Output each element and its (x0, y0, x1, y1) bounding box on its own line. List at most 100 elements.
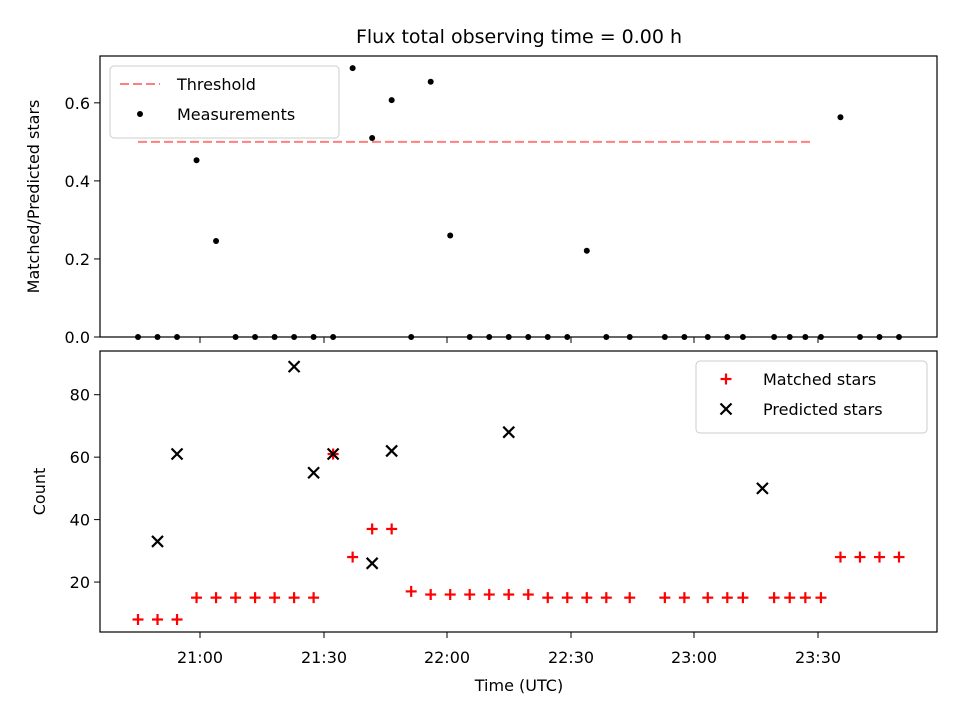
chart-title: Flux total observing time = 0.00 h (356, 26, 682, 48)
top-dot-point (486, 334, 493, 340)
top-dot-point (681, 334, 688, 340)
bottom-plus-point (230, 592, 242, 604)
legend-label: Matched stars (763, 370, 876, 389)
bottom-plus-point (347, 551, 359, 563)
bottom-plus-point (542, 592, 554, 604)
x-tick-label: 22:00 (424, 648, 470, 667)
bottom-x-point (287, 360, 301, 373)
x-tick-label: 23:30 (795, 648, 841, 667)
bottom-x-point (502, 425, 516, 439)
bottom-plus-point (721, 592, 733, 604)
bottom-plus-point (624, 592, 636, 604)
top-dot-point (466, 334, 473, 340)
top-y-tick-label: 0.2 (65, 250, 90, 269)
top-dot-point (447, 232, 454, 239)
top-dot-point (427, 78, 434, 85)
bottom-x-point (326, 447, 340, 461)
top-dot-point (724, 334, 731, 340)
bottom-plus-point (308, 592, 320, 604)
legend-x-handle-b (719, 402, 733, 416)
bottom-y-tick-label: 20 (70, 573, 90, 592)
top-dot-point (856, 334, 863, 340)
bottom-plus-point (269, 592, 281, 604)
bottom-x-point (151, 535, 164, 548)
bottom-plus-point (834, 551, 846, 563)
top-dot-point (349, 65, 356, 72)
bottom-y-axis-label: Count (30, 468, 49, 516)
top-dot-point (252, 334, 259, 340)
bottom-x-point-b (170, 447, 184, 461)
bottom-x-point-b (326, 447, 340, 461)
top-dot-point (661, 334, 668, 340)
bottom-plus-point (815, 592, 827, 604)
bottom-plus-point (366, 523, 378, 535)
top-y-axis-label: Matched/Predicted stars (24, 100, 43, 294)
top-panel: 0.0 0.2 0.4 0.6 Matched/Predicted stars Thres… (24, 55, 938, 347)
bottom-plus-point (737, 592, 749, 604)
x-axis-label: Time (UTC) (474, 676, 563, 695)
bottom-x-point (756, 482, 769, 495)
top-dot-point (802, 334, 809, 340)
bottom-plus-point (873, 551, 885, 563)
bottom-y-tick-label: 40 (70, 511, 90, 530)
top-dot-point (771, 334, 778, 340)
bottom-y-tick-label: 60 (70, 448, 90, 467)
top-dot-point (193, 157, 200, 164)
top-dot-point (330, 334, 337, 340)
x-tick-label: 22:30 (548, 648, 594, 667)
bottom-plus-point (444, 589, 456, 601)
bottom-panel: 20 40 60 80 Count 21:00 21:30 22:00 22:30 23:00 23… (30, 350, 938, 667)
legend-label: Measurements (177, 105, 295, 124)
top-dot-point (505, 334, 512, 340)
bottom-x-point-b (307, 466, 320, 480)
top-dot-point (786, 334, 793, 340)
top-dot-point (232, 334, 239, 340)
bottom-x-point-b (756, 482, 769, 495)
bottom-plus-point (288, 592, 300, 604)
bottom-plus-point (249, 592, 261, 604)
legend-label: Predicted stars (763, 400, 883, 419)
top-dot-point (291, 334, 298, 340)
bottom-plus-point (893, 551, 905, 563)
top-dot-point (154, 334, 161, 340)
bottom-x-point-b (151, 535, 164, 548)
bottom-plus-point (405, 585, 417, 597)
bottom-plus-point (659, 592, 671, 604)
bottom-plus-point (799, 592, 811, 604)
top-dot-point (739, 334, 746, 340)
top-dot-point (388, 97, 395, 104)
top-dot-point (369, 134, 376, 141)
bottom-plus-point (503, 589, 515, 601)
top-legend: Threshold Measurements (109, 65, 340, 139)
bottom-plus-point (425, 589, 437, 601)
bottom-plus-point (581, 592, 593, 604)
bottom-y-tick-label: 80 (70, 386, 90, 405)
bottom-x-point-b (287, 360, 301, 373)
top-dot-point (837, 114, 844, 121)
bottom-plus-point (522, 589, 534, 601)
bottom-plus-point (171, 614, 183, 626)
bottom-plus-point (768, 592, 780, 604)
bottom-axes-frame (99, 350, 938, 633)
bottom-plus-point (600, 592, 612, 604)
x-tick-label: 21:00 (177, 648, 223, 667)
bottom-x-point (385, 444, 398, 458)
top-axes-frame (99, 55, 938, 338)
legend-dot-handle (137, 111, 143, 117)
top-dot-point (626, 334, 633, 340)
bottom-x-point-b (365, 557, 379, 570)
bottom-plus-point (386, 523, 398, 535)
top-dot-point (525, 334, 532, 340)
bottom-plus-point (561, 592, 573, 604)
bottom-x-point-b (385, 444, 398, 458)
bottom-plus-point (210, 592, 222, 604)
top-dot-point (704, 334, 711, 340)
top-dot-point (544, 334, 551, 340)
bottom-plus-point (702, 592, 714, 604)
top-dot-point (174, 334, 181, 340)
bottom-x-point (307, 466, 320, 480)
legend-plus-handle (720, 373, 732, 385)
top-dot-point (271, 334, 278, 340)
bottom-plus-point (191, 592, 203, 604)
